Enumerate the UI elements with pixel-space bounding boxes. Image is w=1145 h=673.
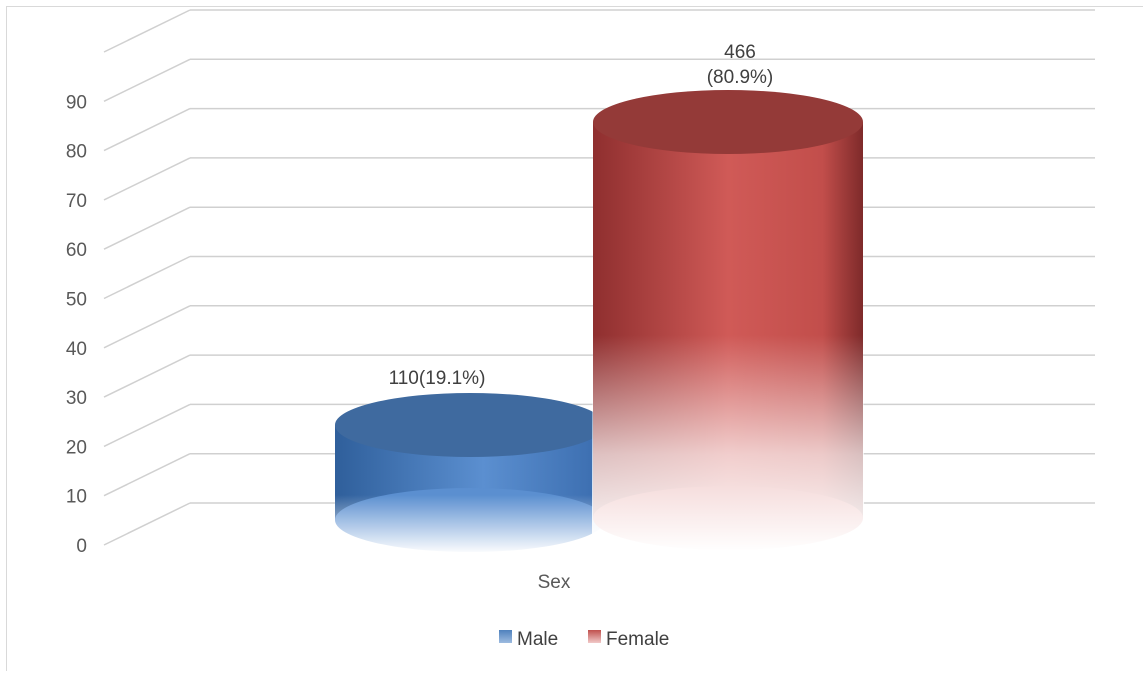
gridline-depth xyxy=(103,305,191,349)
y-tick-label: 30 xyxy=(66,388,87,409)
gridline-depth xyxy=(103,58,191,102)
y-tick-label: 50 xyxy=(66,290,87,311)
legend-swatch-male xyxy=(499,630,512,643)
y-tick-label: 60 xyxy=(66,240,87,261)
legend-label-male: Male xyxy=(517,629,558,650)
bar-male-top xyxy=(335,393,605,457)
bar-male-fade xyxy=(334,495,606,554)
gridline-depth xyxy=(103,206,191,250)
legend-swatch-female xyxy=(588,630,601,643)
y-tick-label: 80 xyxy=(66,142,87,163)
gridline-depth xyxy=(103,502,191,546)
legend: Male Female xyxy=(499,629,669,650)
gridline-depth xyxy=(103,9,191,53)
legend-label-female: Female xyxy=(606,629,669,650)
y-tick-label: 70 xyxy=(66,191,87,212)
y-tick-label: 0 xyxy=(76,536,87,557)
bar-male xyxy=(334,393,606,554)
gridline-depth xyxy=(103,453,191,497)
bar-female-fade xyxy=(592,335,864,552)
y-tick-label: 90 xyxy=(66,92,87,113)
y-axis-ticks: 0 10 20 30 40 50 60 70 80 90 xyxy=(66,92,87,557)
data-label-male: 110(19.1%) xyxy=(389,368,486,389)
y-tick-label: 20 xyxy=(66,437,87,458)
bar-female-top xyxy=(593,90,863,154)
bar-female xyxy=(592,90,864,552)
y-tick-label: 10 xyxy=(66,487,87,508)
data-label-female-count: 466 xyxy=(724,42,756,63)
data-label-female-percent: (80.9%) xyxy=(707,67,774,88)
gridline-depth xyxy=(103,255,191,300)
chart-frame xyxy=(6,6,1143,671)
y-tick-label: 40 xyxy=(66,339,87,360)
gridline-depth xyxy=(103,354,191,398)
gridline-depth xyxy=(103,157,191,201)
x-category-label: Sex xyxy=(538,572,571,593)
gridline-depth xyxy=(103,403,191,448)
gridline-depth xyxy=(103,107,191,152)
